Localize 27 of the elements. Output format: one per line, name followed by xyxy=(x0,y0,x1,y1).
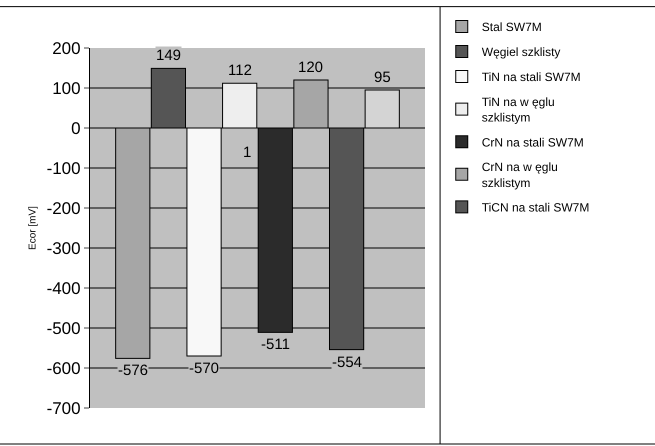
annotation: 1 xyxy=(243,144,252,161)
data-label: 120 xyxy=(298,59,324,76)
y-tick-label: -300 xyxy=(46,238,81,258)
data-label: 95 xyxy=(374,69,391,86)
legend-label: Węgiel szklisty xyxy=(482,45,560,60)
y-tick-label: 100 xyxy=(52,78,81,98)
y-tick-label: 0 xyxy=(71,118,81,138)
y-tick-label: -400 xyxy=(46,278,81,298)
data-label: 112 xyxy=(228,62,252,79)
y-tick-label: -600 xyxy=(46,358,81,378)
y-tick-label: 200 xyxy=(52,38,81,58)
y-tick-label: -700 xyxy=(46,398,81,418)
legend-label: TiN na stali SW7M xyxy=(482,70,581,84)
legend-label: TiCN na stali SW7M xyxy=(482,200,590,215)
data-label: 149 xyxy=(156,47,182,64)
y-tick-label: -100 xyxy=(46,158,81,178)
y-tick-label: -500 xyxy=(46,318,81,338)
legend-label: Stal SW7M xyxy=(482,20,542,34)
y-tick-label: -200 xyxy=(46,198,81,218)
data-label: -554 xyxy=(332,354,362,371)
data-label: -570 xyxy=(189,360,220,377)
data-label: -511 xyxy=(261,336,290,353)
legend-label: TiN na w ęglu szklistym xyxy=(482,94,555,125)
y-axis-title: Ecor [mV] xyxy=(28,206,39,250)
legend-label: CrN na w ęglu szklistym xyxy=(482,160,558,190)
legend-label: CrN na stali SW7M xyxy=(482,135,584,150)
data-label: -576 xyxy=(118,362,148,379)
